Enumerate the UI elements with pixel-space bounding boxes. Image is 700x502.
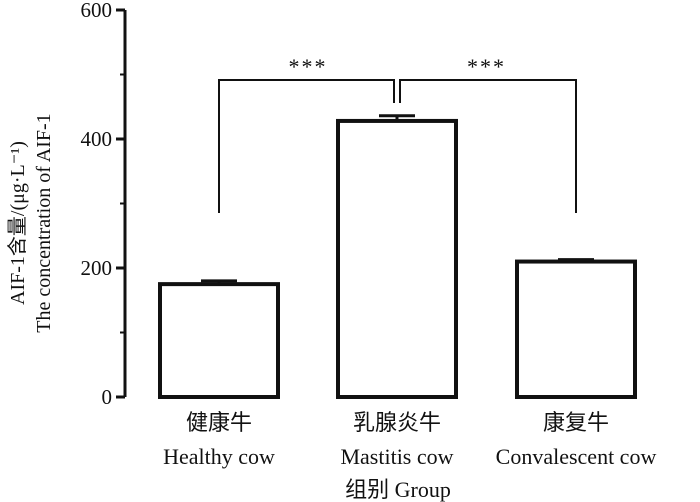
x-tick-label-cn: 乳腺炎牛 bbox=[353, 410, 441, 435]
y-tick-label: 600 bbox=[81, 0, 113, 22]
x-tick-label-en: Convalescent cow bbox=[496, 444, 657, 469]
x-tick-label-en: Healthy cow bbox=[163, 444, 275, 469]
y-tick-label: 0 bbox=[102, 385, 113, 409]
bars bbox=[158, 114, 637, 399]
bar bbox=[515, 259, 637, 399]
y-tick-label: 400 bbox=[81, 127, 113, 151]
bar bbox=[158, 282, 280, 399]
significance-bracket bbox=[218, 79, 395, 213]
x-axis-labels: 健康牛 Healthy cow 乳腺炎牛 Mastitis cow 康复牛 Convale… bbox=[163, 410, 656, 469]
x-tick-label-cn: 康复牛 bbox=[543, 410, 609, 435]
bar bbox=[336, 118, 458, 399]
y-axis-title-line1: AIF-1含量/(μg·L⁻¹) bbox=[6, 141, 29, 305]
y-axis: 0 200 400 600 bbox=[81, 0, 127, 409]
y-tick-label: 200 bbox=[81, 256, 113, 280]
x-tick-label-cn: 健康牛 bbox=[186, 410, 252, 435]
y-axis-title-line2: The concentration of AIF-1 bbox=[33, 113, 55, 332]
significance-brackets: *** *** bbox=[218, 54, 577, 213]
significance-bracket bbox=[399, 79, 577, 213]
y-axis-title: AIF-1含量/(μg·L⁻¹) The concentration of AI… bbox=[6, 113, 55, 332]
x-tick-label-en: Mastitis cow bbox=[340, 444, 453, 469]
significance-label: *** bbox=[289, 54, 328, 79]
significance-label: *** bbox=[467, 54, 506, 79]
x-axis-title: 组别 Group bbox=[345, 477, 451, 502]
